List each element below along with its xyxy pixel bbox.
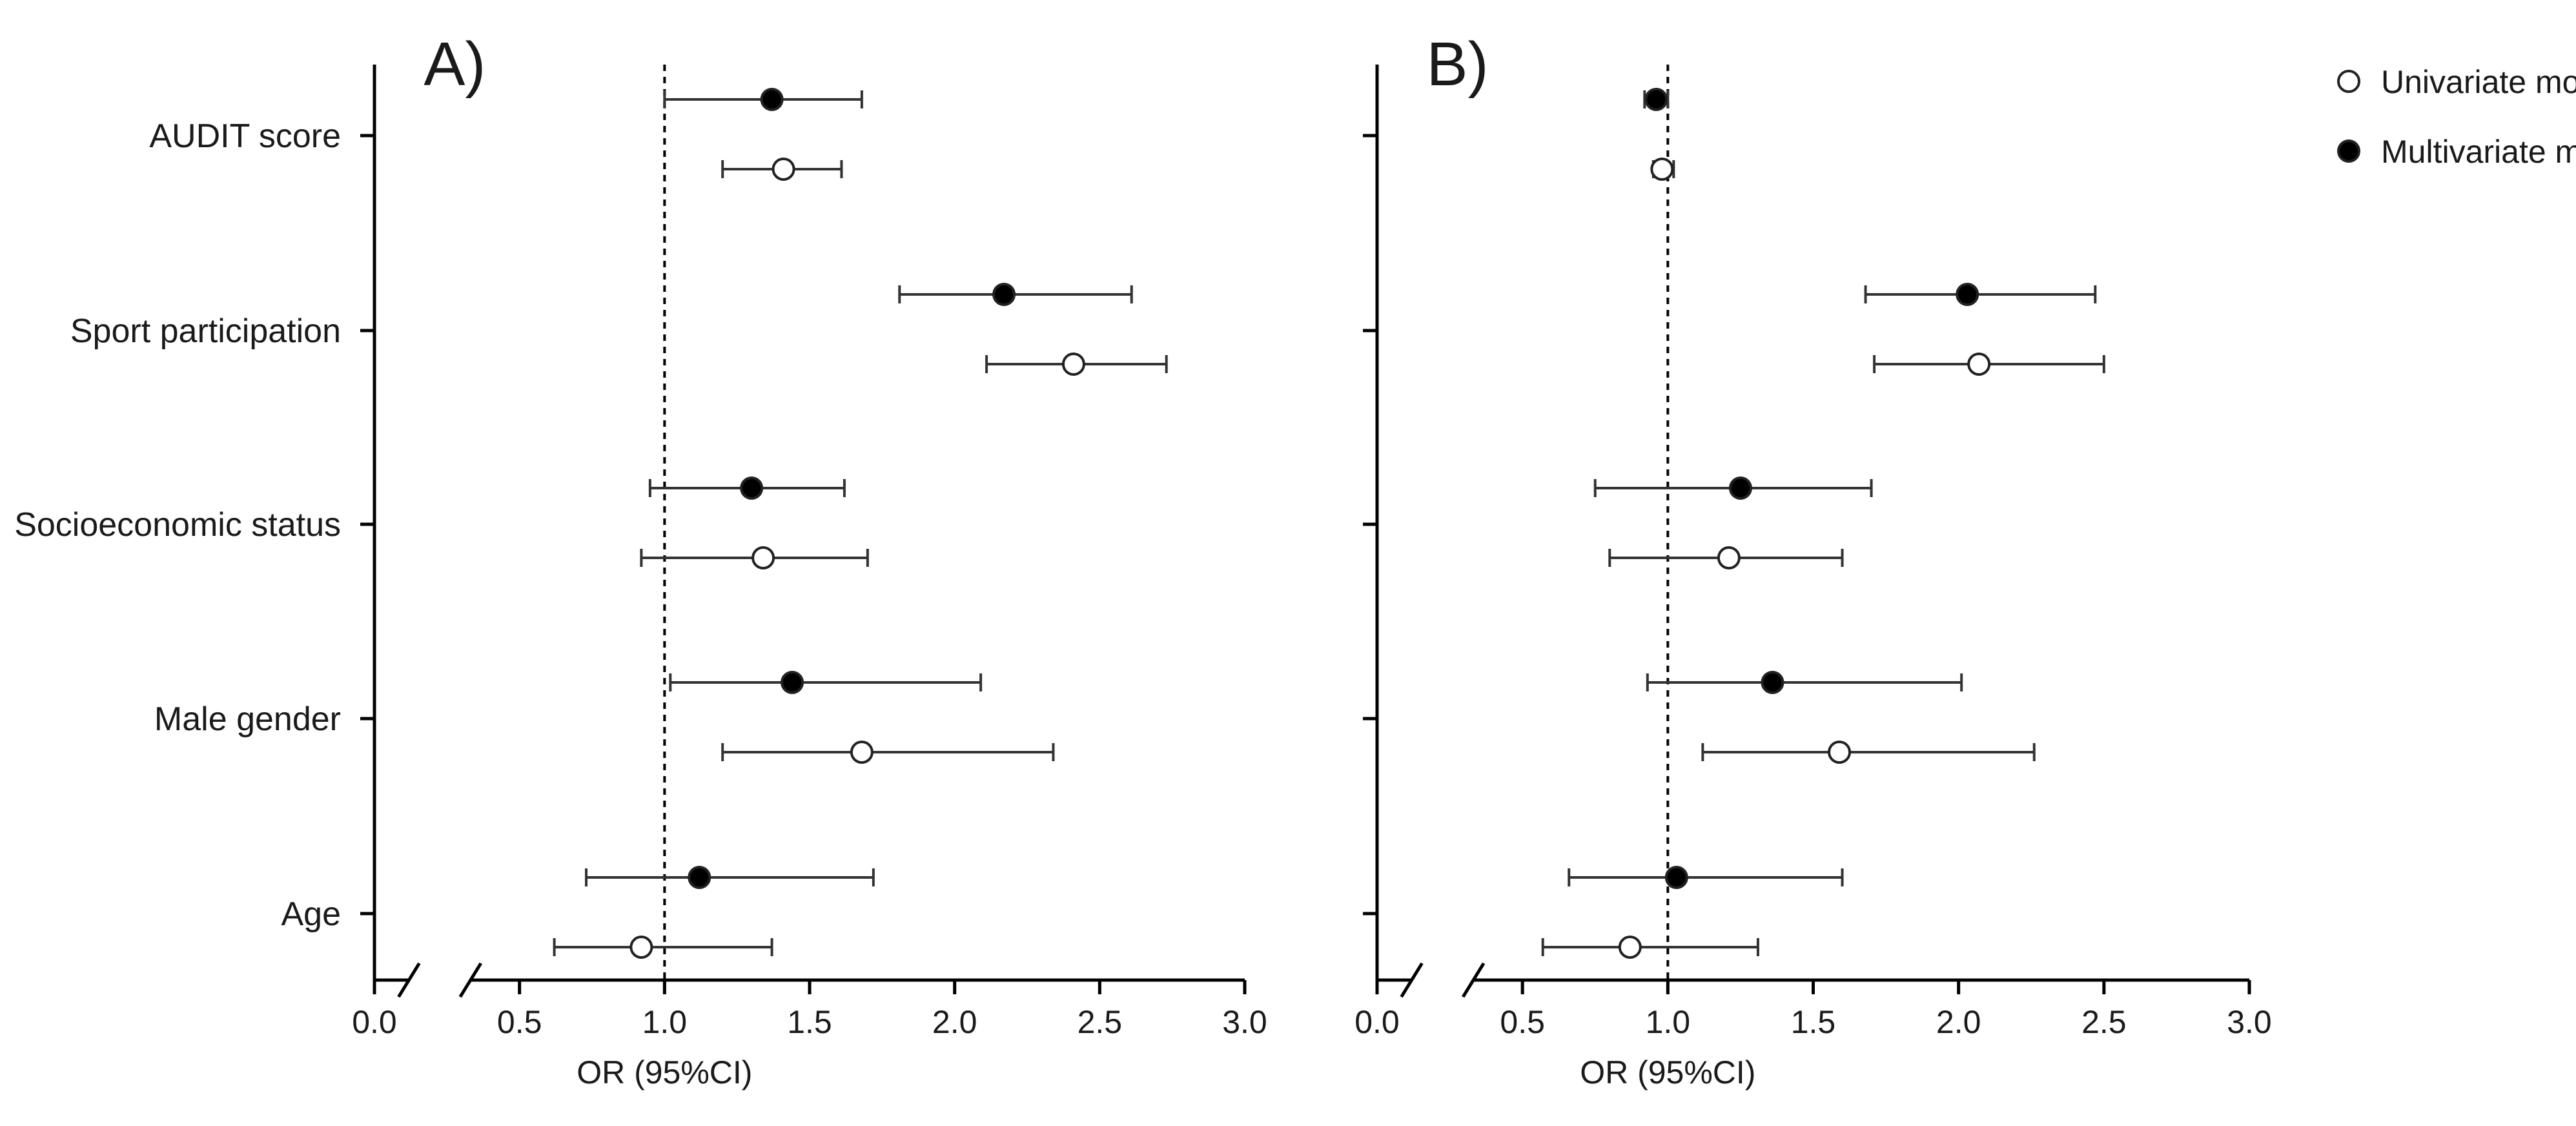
category-label: Male gender xyxy=(154,701,341,738)
axis-break-mark xyxy=(397,962,421,998)
x-tick-label: 1.0 xyxy=(1646,1004,1691,1040)
x-tick-label: 2.0 xyxy=(932,1004,977,1040)
multivariate-point xyxy=(1644,88,1668,111)
category-label: Socioeconomic status xyxy=(14,506,341,544)
x-tick-label: 2.5 xyxy=(1078,1004,1123,1040)
univariate-point xyxy=(1618,936,1642,959)
univariate-point xyxy=(629,936,653,959)
multivariate-point xyxy=(992,283,1016,306)
multivariate-point xyxy=(1664,866,1688,889)
axis-break-mark xyxy=(458,962,482,998)
multivariate-point xyxy=(760,88,784,111)
legend-marker-univariate xyxy=(2337,70,2360,93)
multivariate-point xyxy=(740,476,764,500)
univariate-point xyxy=(1828,741,1852,764)
multivariate-point xyxy=(1956,283,1979,306)
multivariate-point xyxy=(1761,671,1784,694)
panel-label: B) xyxy=(1427,30,1489,99)
x-tick-label: 1.0 xyxy=(642,1004,688,1040)
univariate-point xyxy=(751,546,775,569)
x-tick-label: 1.5 xyxy=(1791,1004,1836,1040)
x-tick-label: 0.5 xyxy=(1500,1004,1545,1040)
panel-label: A) xyxy=(424,30,486,99)
x-tick-label: 2.5 xyxy=(2081,1004,2127,1040)
univariate-point xyxy=(850,741,874,764)
legend-label: Univariate model xyxy=(2381,64,2576,100)
multivariate-point xyxy=(781,671,804,694)
x-axis-title: OR (95%CI) xyxy=(1580,1054,1755,1090)
univariate-point xyxy=(1650,158,1674,181)
x-tick-label: 2.0 xyxy=(1936,1004,1981,1040)
univariate-point xyxy=(1717,546,1741,569)
x-tick-label: 1.5 xyxy=(787,1004,832,1040)
legend-marker-multivariate xyxy=(2337,139,2360,163)
univariate-point xyxy=(772,158,795,181)
x-tick-label: 0.0 xyxy=(352,1004,397,1040)
x-tick-label: 3.0 xyxy=(2227,1004,2272,1040)
category-label: AUDIT score xyxy=(149,118,341,155)
category-label: Sport participation xyxy=(70,312,341,350)
multivariate-point xyxy=(688,866,711,889)
axis-break-mark xyxy=(1400,962,1424,998)
legend-label: Multivariate model xyxy=(2381,134,2576,170)
univariate-point xyxy=(1061,353,1085,376)
x-axis-title: OR (95%CI) xyxy=(577,1054,752,1090)
x-tick-label: 3.0 xyxy=(1222,1004,1267,1040)
x-tick-label: 0.0 xyxy=(1354,1004,1400,1040)
category-label: Age xyxy=(281,896,341,933)
x-tick-label: 0.5 xyxy=(497,1004,542,1040)
axis-break-mark xyxy=(1461,962,1486,998)
multivariate-point xyxy=(1728,476,1752,500)
univariate-point xyxy=(1967,353,1991,376)
